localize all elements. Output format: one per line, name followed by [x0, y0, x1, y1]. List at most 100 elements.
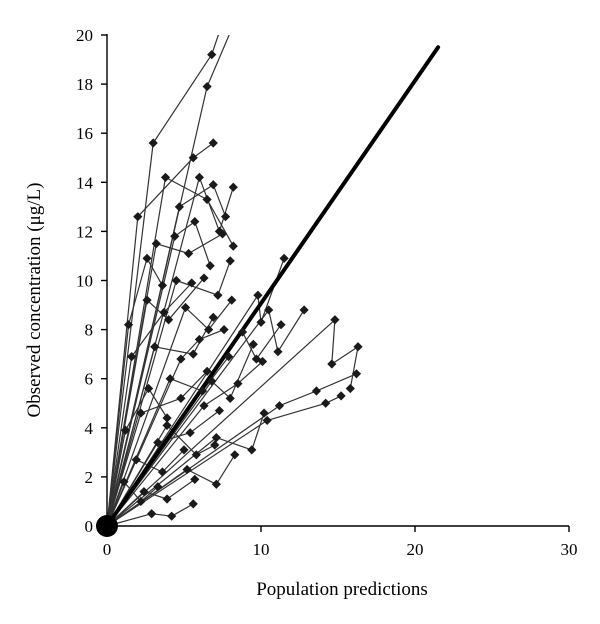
- data-point-33-2: [139, 487, 149, 497]
- identity-line: [105, 45, 441, 528]
- x-axis-label: Population predictions: [256, 579, 428, 600]
- data-point-16-4: [230, 450, 240, 460]
- profile-line-30: [106, 329, 225, 527]
- profile-line-7: [106, 260, 231, 527]
- x-tick-label-30: 30: [561, 540, 578, 559]
- profile-line-22: [106, 356, 230, 527]
- data-point-25-4: [179, 445, 189, 455]
- y-tick-label-18: 18: [76, 75, 93, 94]
- data-point-17-2: [211, 433, 221, 443]
- data-point-30-2: [176, 354, 186, 364]
- data-point-27-2: [170, 231, 180, 241]
- profile-line-28: [106, 299, 233, 527]
- data-point-22-4: [224, 352, 234, 362]
- data-point-21-3: [188, 349, 198, 359]
- data-point-20-3: [164, 315, 174, 325]
- data-point-11-3: [256, 317, 266, 327]
- x-tick-label-10: 10: [253, 540, 270, 559]
- data-point-12-4: [351, 369, 362, 379]
- data-point-19-2: [127, 352, 137, 362]
- data-point-3-3: [188, 153, 198, 163]
- data-point-15-4: [257, 356, 268, 367]
- data-point-27-4: [205, 261, 215, 271]
- profile-line-27: [106, 221, 211, 527]
- y-tick-label-6: 6: [85, 370, 94, 389]
- profile-line-18: [106, 503, 194, 527]
- data-point-18-2: [147, 509, 157, 519]
- y-tick-label-2: 2: [85, 468, 94, 487]
- x-tick-label-20: 20: [407, 540, 424, 559]
- data-point-13-4: [336, 391, 346, 401]
- y-tick-label-4: 4: [85, 419, 94, 438]
- data-point-6-2: [151, 239, 161, 249]
- data-point-17-3: [247, 445, 257, 455]
- data-point-26-3: [143, 383, 154, 394]
- data-point-34-4: [153, 482, 163, 492]
- data-point-13-3: [321, 398, 331, 408]
- profile-line-29: [106, 257, 163, 527]
- data-point-8-2: [194, 172, 204, 182]
- data-point-2-3: [229, 21, 238, 30]
- profile-line-19: [106, 282, 193, 527]
- data-point-23-3: [176, 393, 186, 403]
- data-point-1-2: [148, 138, 158, 148]
- data-point-5-3: [208, 180, 218, 190]
- data-point-32-4: [210, 440, 220, 450]
- data-point-1-3: [207, 50, 217, 60]
- data-point-33-4: [190, 474, 200, 484]
- data-point-2-2: [202, 81, 212, 92]
- data-point-4-4: [228, 241, 238, 251]
- data-point-26-2: [120, 425, 131, 435]
- data-point-29-2: [123, 320, 134, 330]
- data-point-32-2: [162, 420, 172, 430]
- data-point-29-4: [157, 280, 168, 291]
- profile-line-10: [106, 309, 305, 527]
- y-axis-label: Observed concentration (μg/L): [24, 183, 45, 418]
- y-tick-label-0: 0: [85, 517, 94, 536]
- data-point-24-4: [214, 406, 225, 416]
- profile-line-12: [106, 373, 357, 527]
- y-tick-label-16: 16: [76, 124, 93, 143]
- data-point-23-2: [136, 408, 146, 418]
- y-tick-label-8: 8: [85, 321, 94, 340]
- data-point-6-3: [184, 248, 194, 259]
- profile-line-4: [106, 176, 234, 527]
- data-point-30-4: [219, 325, 229, 335]
- data-point-10-3: [273, 347, 283, 357]
- data-point-9-2: [330, 315, 340, 325]
- data-point-12-3: [311, 386, 322, 396]
- data-point-10-4: [299, 305, 309, 315]
- data-point-14-4: [276, 320, 286, 330]
- data-point-26-4: [162, 413, 172, 423]
- data-point-7-3: [213, 290, 223, 300]
- data-point-4-2: [160, 172, 171, 182]
- data-point-31-4: [248, 339, 258, 349]
- profile-line-3: [106, 142, 214, 527]
- data-point-20-4: [199, 273, 209, 283]
- data-point-16-3: [211, 479, 221, 489]
- data-point-34-2: [119, 477, 129, 487]
- data-point-18-3: [167, 511, 177, 521]
- data-point-4-3: [202, 194, 212, 205]
- data-point-30-3: [194, 334, 204, 345]
- data-point-12-2: [274, 401, 285, 411]
- data-point-17-4: [259, 408, 269, 418]
- plot-area: [105, 21, 441, 528]
- data-point-5-2: [174, 202, 184, 212]
- data-point-9-4: [353, 342, 363, 352]
- data-point-28-4: [227, 295, 237, 305]
- profile-line-33: [106, 478, 196, 527]
- y-tick-label-10: 10: [76, 272, 93, 291]
- data-point-24-2: [153, 437, 163, 448]
- data-point-5-4: [220, 212, 231, 222]
- data-point-31-3: [225, 393, 235, 403]
- data-point-8-3: [214, 226, 225, 236]
- profile-line-16: [106, 454, 236, 527]
- data-point-25-2: [131, 455, 141, 465]
- data-point-10-2: [264, 305, 274, 315]
- profile-line-17: [106, 412, 265, 527]
- data-point-9-5: [345, 383, 355, 394]
- data-point-34-3: [136, 496, 146, 507]
- profile-line-1: [106, 35, 219, 527]
- data-point-31-2: [207, 376, 217, 386]
